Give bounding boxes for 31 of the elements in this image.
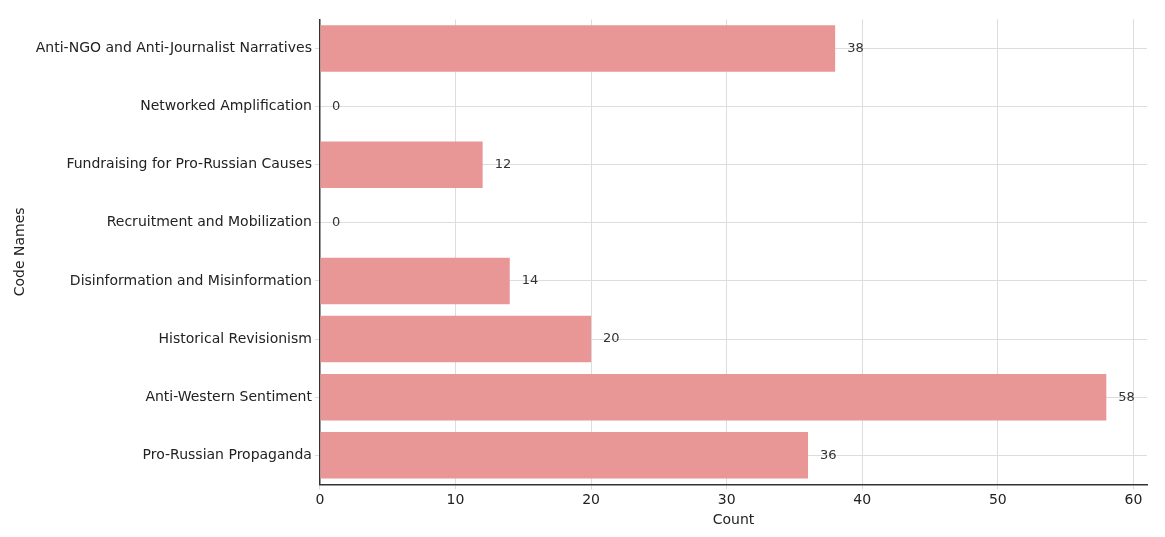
data-label: 0 [331,214,341,230]
x-tick-label: 30 [717,491,736,508]
y-tick-label: Disinformation and Misinformation [69,271,312,288]
y-tick-label: Recruitment and Mobilization [106,213,312,230]
data-label: 0 [331,97,341,113]
y-tick-label: Fundraising for Pro-Russian Causes [66,155,312,172]
bar [320,257,510,305]
bar [320,25,836,72]
data-label: 58 [1118,388,1135,404]
x-tick-label: 50 [988,491,1007,508]
y-tick-label: Pro-Russian Propaganda [142,445,312,462]
data-label: 14 [521,272,539,288]
data-label: 38 [847,39,864,55]
y-tick-label: Networked Amplification [140,97,312,114]
bar [320,315,592,363]
x-tick-label: 10 [446,491,465,508]
data-label: 36 [820,446,837,462]
y-tick-label: Anti-Western Sentiment [145,387,313,404]
x-tick-label: 0 [315,491,325,508]
data-label: 20 [603,330,620,346]
y-tick-label: Anti-NGO and Anti-Journalist Narratives [35,39,312,56]
y-tick-label: Historical Revisionism [158,329,312,346]
x-tick-label: 40 [853,491,872,508]
bar [320,373,1107,421]
data-label: 12 [494,156,512,172]
bar [320,432,809,479]
x-axis-title: Count [712,511,755,528]
x-tick-label: 20 [582,491,601,508]
y-axis-title: Code Names [11,207,28,297]
bar [320,141,483,188]
x-tick-label: 60 [1124,491,1143,508]
